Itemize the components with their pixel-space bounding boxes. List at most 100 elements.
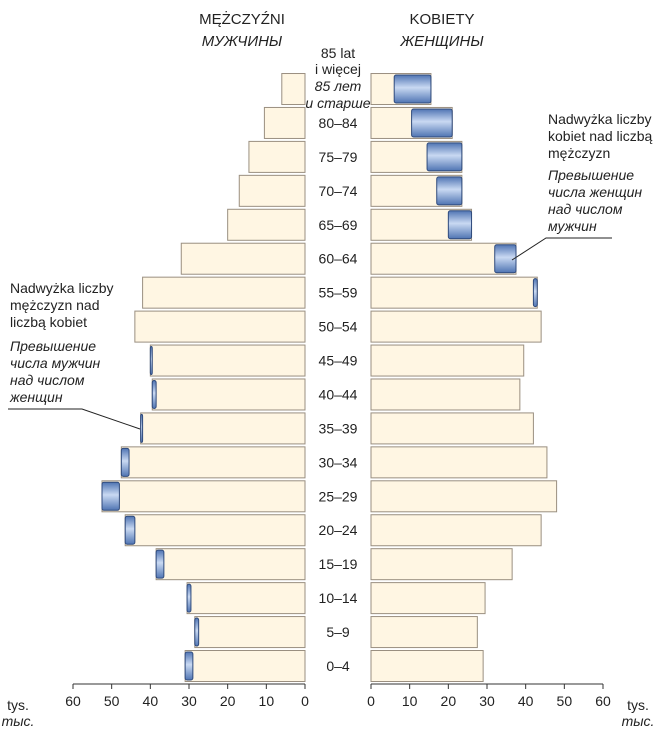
age-label-50–54: 50–54 [319,319,358,335]
male-excess-40–44 [151,379,157,409]
female-excess-85+ [393,74,432,104]
annotation-male-line-4: Превышение [10,338,96,354]
tick-label-right-0: 0 [367,693,375,709]
annotation-female-line-3: mężczyzn [548,145,610,161]
female-bar-15–19 [370,548,513,581]
female-bar-30–34 [370,446,548,479]
male-title: MĘŻCZYŹNI [199,10,285,28]
female-bar-60–64 [370,242,517,275]
female-bar-20–24 [370,514,542,547]
age-label-15–19: 15–19 [319,556,358,572]
male-bar-50–54 [134,310,306,343]
annotation-female-leader [511,237,612,261]
female-excess-60–64 [494,244,517,274]
ticks-group: 0 0 10 10 20 20 30 30 40 40 50 50 60 60 [65,684,611,709]
unit-left-ru: тыс. [2,713,35,729]
tick-label-left-10: 10 [259,693,275,709]
female-excess-annotation: Nadwyżka liczby kobiet nad liczbą mężczy… [511,111,653,261]
age-label-70–74: 70–74 [319,183,358,199]
tick-label-left-0: 0 [301,693,309,709]
tick-label-right-30: 30 [479,693,495,709]
male-bar-75–79 [248,140,306,173]
annotation-male-leader [8,408,141,430]
female-excess-70–74 [436,176,463,206]
female-bar-50–54 [370,310,542,343]
female-excess-65–69 [447,210,473,240]
annotation-male-line-5: числа мужчин [10,355,101,371]
male-bar-25–29 [101,480,306,513]
age-labels-group: 0–4 5–9 10–14 15–19 20–24 25–29 30–34 35–39 40–4… [319,115,358,674]
tick-label-right-40: 40 [518,693,534,709]
annotation-female-line-5: числа женщин [548,184,642,200]
female-bar-0–4 [370,650,484,682]
male-excess-0–4 [184,651,194,681]
tick-label-right-20: 20 [441,693,457,709]
annotation-female-line-7: мужчин [548,218,597,234]
bars-group [101,73,558,682]
annotation-female-line-1: Nadwyżka liczby [548,111,651,127]
female-bar-35–39 [370,412,534,445]
top-group-label-2: i więcej [315,61,361,77]
female-excess-75–79 [426,142,463,172]
male-bar-85+ [281,73,306,106]
annotation-male-line-1: Nadwyżka liczby [10,280,113,296]
male-excess-annotation: Nadwyżka liczby mężczyzn nad liczbą kobi… [8,280,141,430]
male-excess-30–34 [120,447,130,477]
male-bar-15–19 [155,548,306,581]
female-bar-10–14 [370,582,486,615]
tick-label-left-60: 60 [65,693,81,709]
male-excess-20–24 [124,515,136,545]
age-label-35–39: 35–39 [319,420,358,436]
male-bar-80–84 [263,106,306,139]
female-title-ru: ЖЕНЩИНЫ [399,33,484,50]
male-excess-25–29 [101,481,120,511]
tick-label-right-50: 50 [557,693,573,709]
age-label-55–59: 55–59 [319,285,358,301]
annotation-female-line-2: kobiet nad liczbą [548,128,653,144]
female-bar-45–49 [370,344,525,377]
age-label-5–9: 5–9 [326,624,350,640]
age-label-45–49: 45–49 [319,353,358,369]
unit-right: tys. [627,697,649,713]
age-label-30–34: 30–34 [319,454,358,470]
tick-label-right-10: 10 [402,693,418,709]
age-label-0–4: 0–4 [326,658,350,674]
annotation-female-line-4: Превышение [548,167,634,183]
annotation-male-line-3: liczbą kobiet [10,314,87,330]
age-label-65–69: 65–69 [319,217,358,233]
tick-label-right-60: 60 [595,693,611,709]
tick-label-left-20: 20 [220,693,236,709]
female-bar-25–29 [370,480,558,513]
annotation-male-line-6: над числом [10,372,85,388]
female-bar-5–9 [370,616,478,649]
female-excess-80–84 [411,108,453,138]
tick-label-left-30: 30 [181,693,197,709]
male-bar-55–59 [142,276,306,309]
male-bar-10–14 [186,582,306,615]
male-title-ru: МУЖЧИНЫ [202,33,283,50]
tick-label-left-50: 50 [104,693,120,709]
top-group-label-3: 85 лет [315,78,362,94]
male-bar-70–74 [238,174,306,207]
male-excess-10–14 [186,583,192,613]
male-excess-15–19 [155,549,165,579]
male-bar-45–49 [149,344,306,377]
female-title: KOBIETY [409,11,474,28]
male-bar-5–9 [194,616,306,649]
age-label-60–64: 60–64 [319,251,358,267]
male-bar-60–64 [180,242,306,275]
tick-label-left-40: 40 [143,693,159,709]
male-bar-35–39 [140,412,306,445]
male-excess-5–9 [194,617,200,647]
male-bar-0–4 [184,650,306,682]
top-group-label-1: 85 lat [321,45,355,61]
male-excess-35–39 [140,413,144,443]
age-label-40–44: 40–44 [319,386,358,402]
age-label-10–14: 10–14 [319,590,358,606]
annotation-male-line-7: женщин [9,389,63,405]
male-excess-45–49 [149,346,153,376]
unit-right-ru: тыс. [622,713,655,729]
age-label-20–24: 20–24 [319,522,358,538]
